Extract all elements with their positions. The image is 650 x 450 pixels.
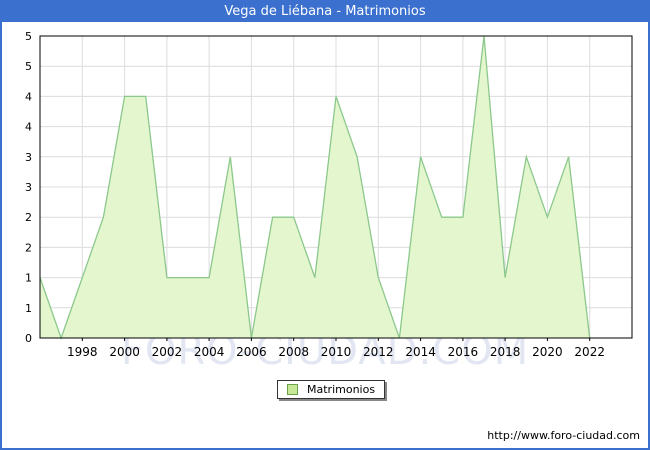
footer-url: http://www.foro-ciudad.com (487, 429, 640, 442)
x-tick-label: 2016 (448, 345, 479, 359)
y-tick-label: 3 (25, 151, 32, 164)
legend-label: Matrimonios (307, 383, 376, 396)
y-tick-label: 2 (25, 241, 32, 254)
y-tick-label: 1 (25, 302, 32, 315)
x-tick-label: 2018 (490, 345, 521, 359)
y-tick-label: 4 (25, 121, 32, 134)
x-tick-label: 2006 (236, 345, 267, 359)
legend-swatch-icon (287, 384, 298, 395)
plot-frame (39, 35, 633, 339)
x-tick-label: 2022 (574, 345, 605, 359)
y-tick-label: 1 (25, 272, 32, 285)
x-tick-label: 2012 (363, 345, 394, 359)
x-tick-label: 2010 (321, 345, 352, 359)
y-tick-label: 2 (25, 211, 32, 224)
y-tick-label: 5 (25, 30, 32, 43)
x-tick-label: 2004 (194, 345, 225, 359)
x-tick-label: 2000 (109, 345, 140, 359)
y-tick-label: 0 (25, 332, 32, 345)
x-tick-label: 2002 (152, 345, 183, 359)
y-tick-label: 4 (25, 90, 32, 103)
chart-title: Vega de Liébana - Matrimonios (224, 3, 426, 19)
x-tick-label: 2020 (532, 345, 563, 359)
x-tick-label: 2008 (278, 345, 309, 359)
y-tick-label: 5 (25, 60, 32, 73)
area-series-matrimonios (40, 36, 590, 338)
legend: Matrimonios (277, 380, 386, 399)
title-bar: Vega de Liébana - Matrimonios (0, 0, 650, 22)
line-series-matrimonios (39, 35, 591, 340)
x-tick-label: 1998 (67, 345, 98, 359)
x-tick-label: 2014 (405, 345, 436, 359)
y-tick-label: 3 (25, 181, 32, 194)
